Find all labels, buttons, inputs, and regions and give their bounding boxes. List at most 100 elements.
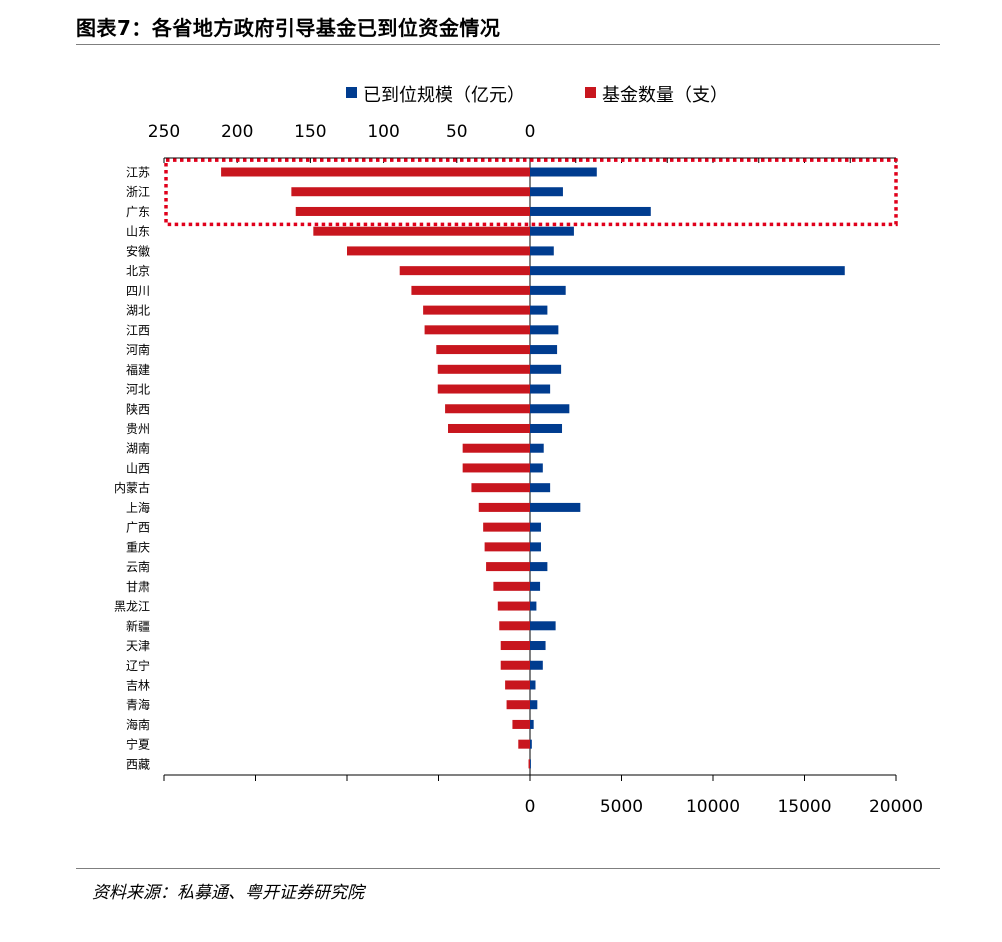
category-label: 福建 — [126, 362, 150, 377]
bar-capital-内蒙古 — [530, 483, 551, 493]
bar-fund-count-重庆 — [484, 542, 530, 552]
bar-capital-浙江 — [530, 187, 563, 197]
bar-capital-山西 — [530, 463, 543, 473]
footer-divider — [76, 868, 940, 869]
bar-capital-四川 — [530, 285, 566, 295]
bar-fund-count-云南 — [486, 562, 530, 572]
top-axis: 250 200 150 100 50 0 — [148, 122, 897, 163]
bar-capital-天津 — [530, 641, 546, 651]
bar-capital-广西 — [530, 522, 541, 532]
bar-capital-福建 — [530, 364, 562, 374]
bar-fund-count-安徽 — [347, 246, 530, 256]
bar-fund-count-湖北 — [423, 305, 530, 315]
category-label: 西藏 — [126, 757, 150, 771]
bar-fund-count-黑龙江 — [497, 601, 530, 611]
category-label: 青海 — [126, 697, 150, 712]
bar-capital-江苏 — [530, 167, 597, 177]
category-label: 吉林 — [126, 678, 150, 692]
bar-fund-count-海南 — [512, 719, 530, 729]
category-label: 宁夏 — [126, 737, 150, 752]
bar-capital-西藏 — [530, 759, 531, 769]
top-tick-label: 50 — [446, 122, 468, 142]
category-label: 陕西 — [126, 401, 150, 416]
fund-count-bars — [221, 167, 530, 769]
top-tick-label: 250 — [148, 122, 180, 142]
bar-fund-count-山西 — [462, 463, 530, 473]
bar-capital-新疆 — [530, 621, 556, 631]
top-tick-label: 0 — [525, 122, 536, 142]
category-label: 江西 — [126, 323, 150, 337]
bar-fund-count-河北 — [437, 384, 530, 394]
bar-fund-count-江西 — [424, 325, 530, 335]
category-label: 广东 — [126, 205, 150, 219]
source-note: 资料来源：私募通、粤开证券研究院 — [92, 883, 364, 903]
bottom-tick-label: 0 — [525, 797, 536, 817]
bar-fund-count-新疆 — [499, 621, 530, 631]
bar-fund-count-贵州 — [448, 423, 530, 433]
legend-swatch-1 — [346, 87, 357, 98]
bar-fund-count-河南 — [436, 345, 530, 355]
bar-capital-北京 — [530, 266, 845, 276]
bar-capital-安徽 — [530, 246, 554, 256]
bar-fund-count-山东 — [313, 226, 530, 236]
category-label: 广西 — [126, 521, 150, 535]
bar-capital-海南 — [530, 719, 534, 729]
top-tick-label: 100 — [367, 122, 399, 142]
legend-label-1: 已到位规模（亿元） — [363, 85, 525, 106]
category-label: 江苏 — [126, 166, 150, 180]
category-label: 湖南 — [126, 441, 150, 456]
bar-fund-count-内蒙古 — [471, 483, 530, 493]
bar-fund-count-广西 — [483, 522, 530, 532]
bar-capital-吉林 — [530, 680, 536, 690]
category-label: 北京 — [126, 264, 150, 278]
bottom-tick-label: 5000 — [600, 797, 643, 817]
bar-capital-重庆 — [530, 542, 541, 552]
bar-capital-山东 — [530, 226, 574, 236]
category-label: 甘肃 — [126, 580, 150, 594]
category-label: 四川 — [126, 284, 150, 298]
category-label: 云南 — [126, 559, 150, 574]
bar-fund-count-浙江 — [291, 187, 530, 197]
bar-capital-青海 — [530, 700, 538, 710]
bar-capital-河北 — [530, 384, 551, 394]
bar-fund-count-陕西 — [445, 404, 530, 414]
category-label: 上海 — [126, 500, 150, 515]
bar-fund-count-天津 — [500, 641, 530, 651]
category-label: 湖北 — [126, 303, 150, 318]
category-label: 安徽 — [126, 243, 150, 258]
top-tick-label: 150 — [294, 122, 326, 142]
bar-capital-河南 — [530, 345, 558, 355]
bar-capital-宁夏 — [530, 739, 532, 749]
bar-fund-count-宁夏 — [518, 739, 530, 749]
bar-fund-count-辽宁 — [500, 660, 530, 670]
bar-capital-陕西 — [530, 404, 570, 414]
category-label: 内蒙古 — [114, 480, 150, 495]
category-label: 辽宁 — [126, 658, 150, 673]
bar-capital-广东 — [530, 206, 651, 216]
legend-label-2: 基金数量（支） — [602, 85, 728, 106]
bar-capital-云南 — [530, 562, 548, 572]
bottom-tick-label: 20000 — [869, 797, 923, 817]
bar-fund-count-广东 — [295, 206, 530, 216]
bar-fund-count-江苏 — [221, 167, 530, 177]
legend-swatch-2 — [585, 87, 596, 98]
category-labels: 江苏浙江广东山东安徽北京四川湖北江西河南福建河北陕西贵州湖南山西内蒙古上海广西重… — [114, 166, 150, 772]
top-tick-label: 200 — [221, 122, 253, 142]
bar-capital-湖北 — [530, 305, 548, 315]
legend: 已到位规模（亿元） 基金数量（支） — [346, 85, 728, 106]
category-label: 新疆 — [126, 618, 150, 633]
bar-fund-count-福建 — [437, 364, 530, 374]
category-label: 贵州 — [126, 422, 150, 436]
bar-capital-黑龙江 — [530, 601, 537, 611]
bar-fund-count-湖南 — [462, 443, 530, 453]
category-label: 山西 — [126, 461, 150, 475]
bar-fund-count-甘肃 — [493, 581, 530, 591]
bar-fund-count-青海 — [506, 700, 530, 710]
bar-fund-count-西藏 — [528, 759, 530, 769]
bar-capital-湖南 — [530, 443, 544, 453]
title-divider — [76, 44, 940, 45]
page-title: 图表7：各省地方政府引导基金已到位资金情况 — [76, 16, 501, 40]
bar-fund-count-上海 — [478, 502, 530, 512]
bar-fund-count-北京 — [399, 266, 530, 276]
